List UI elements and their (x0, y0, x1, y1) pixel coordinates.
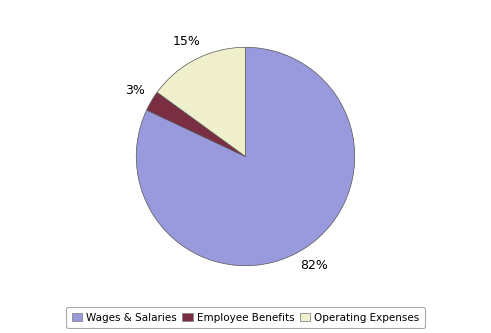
Text: 3%: 3% (125, 84, 144, 98)
Legend: Wages & Salaries, Employee Benefits, Operating Expenses: Wages & Salaries, Employee Benefits, Ope… (66, 307, 425, 328)
Wedge shape (157, 47, 246, 157)
Text: 82%: 82% (300, 259, 328, 272)
Text: 15%: 15% (173, 35, 201, 48)
Wedge shape (147, 92, 246, 157)
Wedge shape (136, 47, 355, 266)
